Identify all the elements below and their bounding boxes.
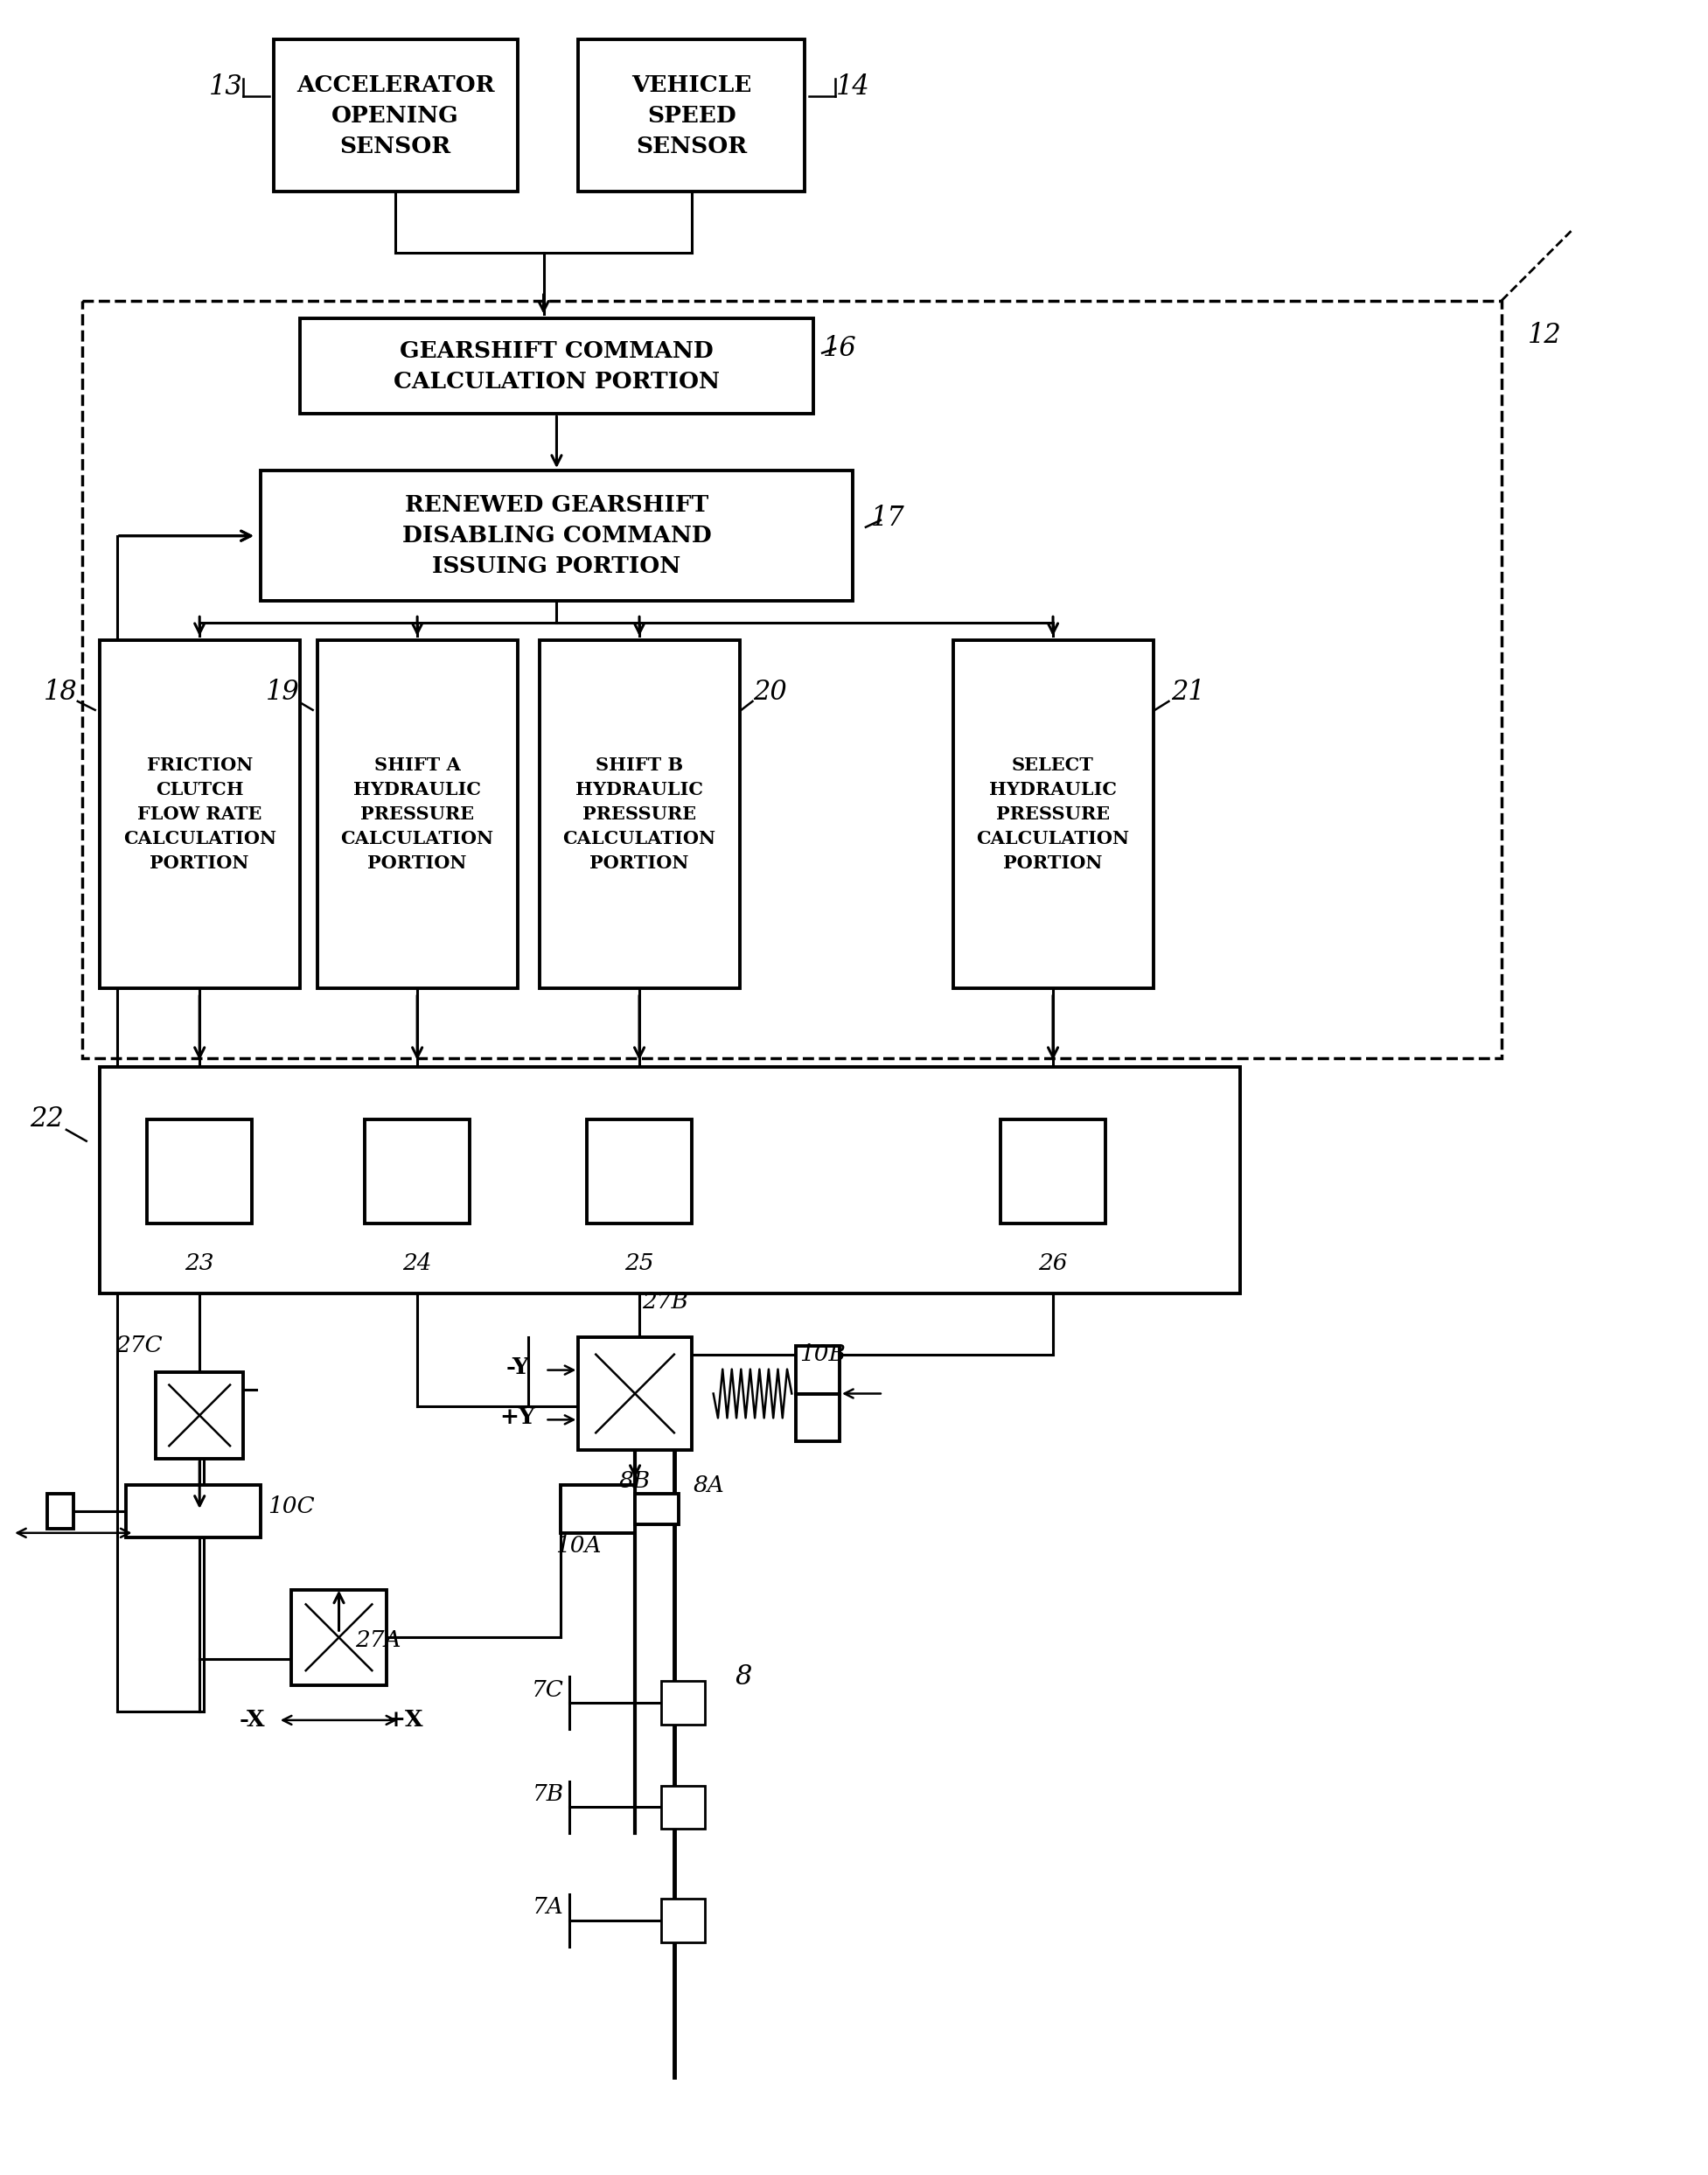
Text: +Y: +Y: [500, 1407, 535, 1429]
Bar: [273, 39, 518, 191]
Text: 10B: 10B: [799, 1344, 845, 1366]
Bar: [579, 1338, 692, 1451]
Text: 22: 22: [31, 1105, 65, 1133]
Text: 13: 13: [208, 74, 243, 100]
Bar: [796, 1346, 840, 1394]
Bar: [155, 1372, 243, 1459]
Text: +X: +X: [386, 1710, 424, 1731]
Text: 14: 14: [835, 74, 869, 100]
Text: 19: 19: [265, 679, 299, 707]
Text: GEARSHIFT COMMAND
CALCULATION PORTION: GEARSHIFT COMMAND CALCULATION PORTION: [393, 339, 719, 392]
Bar: [661, 1681, 705, 1725]
Text: 10C: 10C: [268, 1496, 314, 1518]
Text: 8A: 8A: [693, 1475, 724, 1496]
Bar: [366, 1120, 470, 1225]
Text: 8B: 8B: [620, 1470, 651, 1492]
Text: ACCELERATOR
OPENING
SENSOR: ACCELERATOR OPENING SENSOR: [297, 74, 495, 157]
Text: 27C: 27C: [114, 1335, 162, 1357]
Bar: [1001, 1120, 1105, 1225]
Text: 16: 16: [823, 335, 857, 363]
Bar: [318, 639, 518, 990]
Text: 23: 23: [184, 1253, 214, 1275]
Bar: [48, 1494, 73, 1529]
Text: -X: -X: [239, 1710, 265, 1731]
Bar: [540, 639, 740, 990]
Text: 8: 8: [736, 1664, 752, 1690]
Text: VEHICLE
SPEED
SENSOR: VEHICLE SPEED SENSOR: [632, 74, 752, 157]
Text: 20: 20: [753, 679, 787, 707]
Text: 7C: 7C: [531, 1679, 564, 1701]
Text: 26: 26: [1038, 1253, 1068, 1275]
Bar: [261, 470, 852, 600]
Text: 27B: 27B: [642, 1292, 688, 1314]
Bar: [82, 300, 1501, 1059]
Text: 7A: 7A: [533, 1897, 564, 1918]
Text: 17: 17: [871, 505, 905, 533]
Bar: [796, 1394, 840, 1442]
Text: 21: 21: [1172, 679, 1204, 707]
Text: -Y: -Y: [506, 1357, 529, 1379]
Bar: [99, 639, 299, 990]
Text: 27A: 27A: [355, 1629, 401, 1651]
Bar: [126, 1486, 261, 1538]
Bar: [147, 1120, 251, 1225]
Bar: [579, 39, 804, 191]
Text: SHIFT B
HYDRAULIC
PRESSURE
CALCULATION
PORTION: SHIFT B HYDRAULIC PRESSURE CALCULATION P…: [562, 757, 716, 872]
Bar: [635, 1494, 678, 1525]
Text: 10A: 10A: [555, 1536, 601, 1557]
Bar: [290, 1590, 386, 1686]
Bar: [661, 1786, 705, 1829]
Text: 18: 18: [43, 679, 77, 707]
Text: 12: 12: [1529, 322, 1561, 350]
Text: 24: 24: [403, 1253, 432, 1275]
Bar: [588, 1120, 692, 1225]
Bar: [99, 1068, 1240, 1294]
Bar: [560, 1486, 635, 1533]
Text: 7B: 7B: [533, 1784, 564, 1805]
Text: FRICTION
CLUTCH
FLOW RATE
CALCULATION
PORTION: FRICTION CLUTCH FLOW RATE CALCULATION PO…: [123, 757, 277, 872]
Bar: [299, 318, 813, 413]
Bar: [661, 1899, 705, 1942]
Text: SELECT
HYDRAULIC
PRESSURE
CALCULATION
PORTION: SELECT HYDRAULIC PRESSURE CALCULATION PO…: [977, 757, 1129, 872]
Text: RENEWED GEARSHIFT
DISABLING COMMAND
ISSUING PORTION: RENEWED GEARSHIFT DISABLING COMMAND ISSU…: [401, 494, 711, 576]
Text: SHIFT A
HYDRAULIC
PRESSURE
CALCULATION
PORTION: SHIFT A HYDRAULIC PRESSURE CALCULATION P…: [340, 757, 494, 872]
Text: 25: 25: [625, 1253, 654, 1275]
Bar: [953, 639, 1153, 990]
